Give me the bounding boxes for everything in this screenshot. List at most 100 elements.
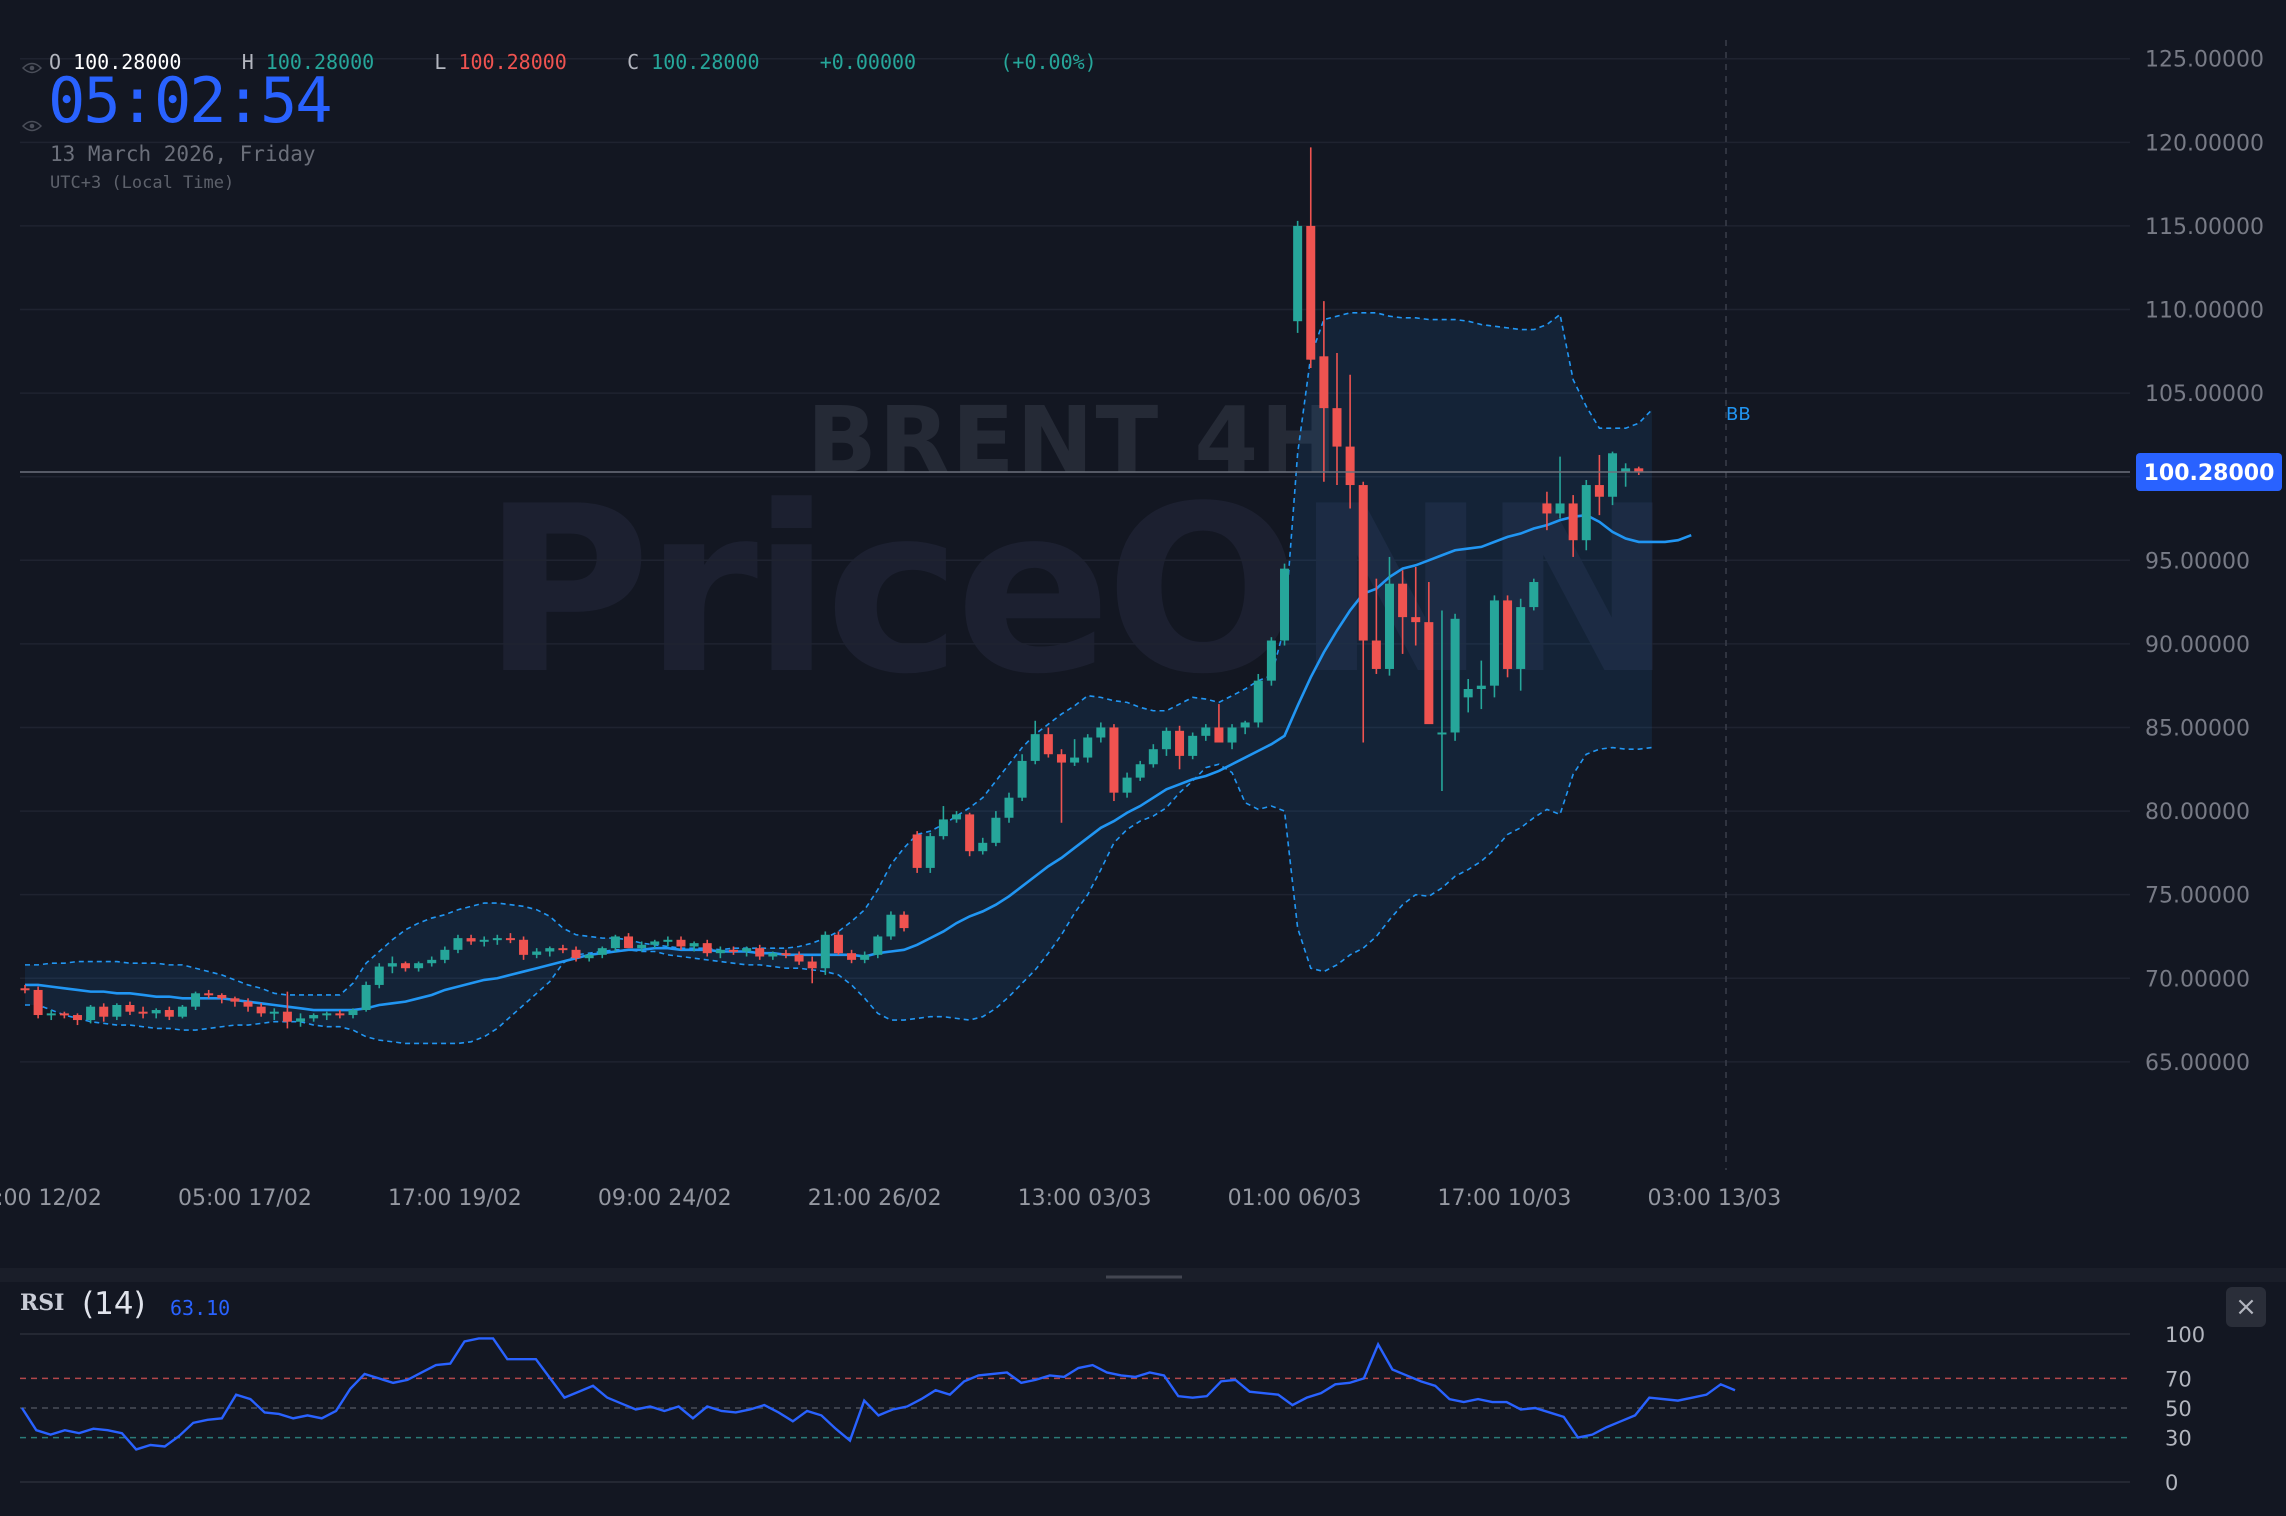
candles xyxy=(20,147,1644,1029)
price-tick-label: 120.00000 xyxy=(2145,131,2264,156)
candle-body xyxy=(1004,797,1014,818)
candle xyxy=(558,944,568,954)
candle xyxy=(217,993,227,1004)
candle xyxy=(1240,720,1250,735)
candle-body xyxy=(1083,737,1093,758)
candle xyxy=(86,1005,96,1024)
rsi-tick-label: 100 xyxy=(2165,1323,2205,1347)
candle xyxy=(466,934,476,945)
candle-body xyxy=(689,943,699,947)
candle xyxy=(138,1006,148,1019)
candle xyxy=(1161,727,1171,756)
bollinger-bands: BB xyxy=(25,312,1751,1045)
candle-body xyxy=(624,936,634,949)
candle xyxy=(1516,598,1526,691)
candle xyxy=(1017,754,1027,802)
candle-body xyxy=(374,966,384,985)
candle-body xyxy=(742,948,752,952)
price-axis[interactable]: 125.00000 120.00000 115.00000 110.00000 105.… xyxy=(2145,48,2264,1076)
candle-body xyxy=(1096,727,1106,738)
candle xyxy=(1293,220,1303,333)
candle-body xyxy=(637,944,647,949)
price-tick-label: 90.00000 xyxy=(2145,633,2250,658)
rsi-tick-label: 50 xyxy=(2165,1397,2192,1421)
candle-body xyxy=(1542,503,1552,514)
candle-body xyxy=(1175,730,1185,756)
candle-body xyxy=(610,936,620,949)
rsi-period: (14) xyxy=(82,1286,146,1322)
candle-body xyxy=(138,1011,148,1014)
candle xyxy=(230,996,240,1007)
candle-body xyxy=(1529,582,1539,608)
price-tick-label: 110.00000 xyxy=(2145,299,2264,324)
candle-body xyxy=(453,938,463,950)
candle xyxy=(1214,704,1224,743)
candle xyxy=(322,1011,332,1021)
candle-body xyxy=(584,954,594,959)
candle-body xyxy=(427,959,437,964)
candle xyxy=(1594,454,1604,516)
eye-icon[interactable] xyxy=(22,62,42,74)
candle xyxy=(191,991,201,1011)
candle xyxy=(519,936,529,960)
candle-body xyxy=(400,963,410,969)
high-value: 100.28000 xyxy=(265,50,375,74)
price-tick-label: 105.00000 xyxy=(2145,382,2264,407)
candle-body xyxy=(1280,568,1290,641)
candle-body xyxy=(387,963,397,967)
candle xyxy=(1332,352,1342,486)
candle-body xyxy=(164,1010,174,1017)
candle-body xyxy=(59,1013,69,1016)
candle-body xyxy=(650,941,660,945)
candle xyxy=(151,1008,161,1019)
candle xyxy=(361,981,371,1012)
candle-body xyxy=(1188,735,1198,756)
candle-body xyxy=(558,948,568,951)
candle-body xyxy=(781,953,791,956)
candle-body xyxy=(1122,777,1132,793)
candle-body xyxy=(177,1006,187,1017)
price-tick-label: 95.00000 xyxy=(2145,549,2250,574)
candle xyxy=(282,991,292,1029)
candle xyxy=(1070,739,1080,766)
candle xyxy=(427,956,437,967)
candle xyxy=(886,911,896,940)
candle-body xyxy=(1201,727,1211,736)
close-pane-button[interactable]: × xyxy=(2226,1287,2266,1327)
candle xyxy=(637,941,647,952)
time-tick-label: 03:00 13/03 xyxy=(1647,1186,1781,1211)
candle xyxy=(440,946,450,964)
eye-icon[interactable] xyxy=(22,120,42,132)
candle xyxy=(742,946,752,957)
candle-body xyxy=(20,988,30,991)
candle xyxy=(702,939,712,957)
candle xyxy=(938,806,948,840)
candle-body xyxy=(991,817,1001,843)
time-axis[interactable]: 17:00 12/02 05:00 17/02 17:00 19/02 09:00 2… xyxy=(0,1186,1781,1211)
candle xyxy=(860,951,870,964)
candle xyxy=(269,1008,279,1021)
candle xyxy=(715,946,725,959)
candle-body xyxy=(1634,468,1644,472)
rsi-pane: 100 70 50 30 0 xyxy=(20,1323,2205,1495)
candle-body xyxy=(1424,622,1434,725)
candle-body xyxy=(1503,600,1513,669)
candle xyxy=(584,953,594,962)
clock: 05:02:54 xyxy=(48,64,333,137)
candle-body xyxy=(663,939,673,942)
bb-label: BB xyxy=(1726,404,1751,425)
candle xyxy=(492,934,502,945)
candle-body xyxy=(335,1013,345,1016)
candle-body xyxy=(755,948,765,957)
candle-body xyxy=(99,1006,109,1017)
candle-body xyxy=(1476,685,1486,690)
timezone-text: UTC+3 (Local Time) xyxy=(50,173,235,193)
candle-body xyxy=(1398,583,1408,618)
candle xyxy=(1476,660,1486,710)
candle-body xyxy=(1161,730,1171,750)
candle xyxy=(1188,732,1198,760)
candle-body xyxy=(1070,757,1080,763)
candle-body xyxy=(1253,680,1263,723)
candle xyxy=(624,933,634,949)
